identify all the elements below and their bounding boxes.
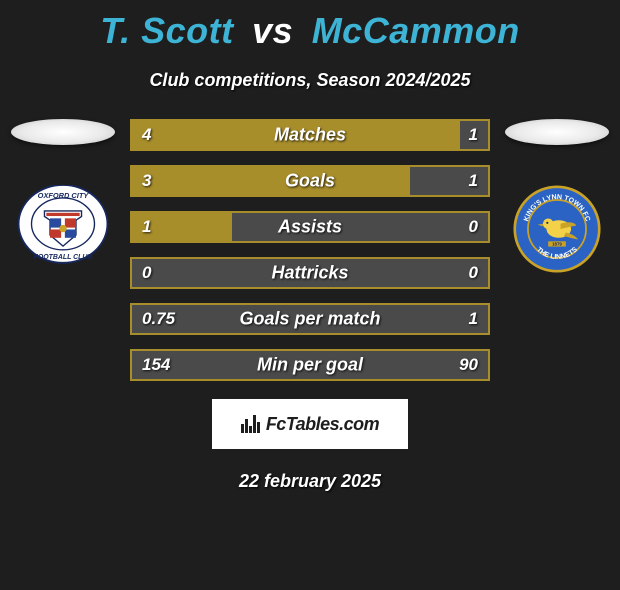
svg-text:OXFORD CITY: OXFORD CITY	[38, 191, 90, 200]
stat-label: Goals	[285, 171, 335, 192]
right-side: KING'S LYNN TOWN FC THE LINNETS 1879	[502, 119, 612, 273]
stat-row: 0.75 Goals per match 1	[130, 303, 490, 335]
stat-row: 0 Hattricks 0	[130, 257, 490, 289]
player2-photo-placeholder	[505, 119, 609, 145]
stat-right-value: 0	[469, 263, 478, 283]
stats-bars: 4 Matches 1 3 Goals 1 1 Assists 0 0 Hattricks 0 0.75…	[130, 119, 490, 381]
stat-row: 4 Matches 1	[130, 119, 490, 151]
svg-text:FOOTBALL CLUB: FOOTBALL CLUB	[34, 254, 93, 261]
stat-left-value: 1	[142, 217, 151, 237]
stat-left-value: 4	[142, 125, 151, 145]
vs-label: vs	[252, 10, 293, 51]
brand-text: FcTables.com	[266, 414, 379, 435]
stat-fill	[132, 167, 410, 195]
svg-text:1879: 1879	[552, 242, 562, 247]
player1-name: T. Scott	[100, 10, 233, 51]
subtitle: Club competitions, Season 2024/2025	[0, 70, 620, 91]
page-title: T. Scott vs McCammon	[0, 10, 620, 52]
stat-row: 1 Assists 0	[130, 211, 490, 243]
bar-chart-icon	[241, 415, 260, 433]
club-left-badge: OXFORD CITY FOOTBALL CLUB	[16, 185, 110, 273]
club-right-badge: KING'S LYNN TOWN FC THE LINNETS 1879	[510, 185, 604, 273]
stat-label: Hattricks	[271, 263, 348, 284]
brand-box: FcTables.com	[212, 399, 408, 449]
stat-label: Matches	[274, 125, 346, 146]
stat-right-value: 1	[469, 171, 478, 191]
stat-label: Goals per match	[239, 309, 380, 330]
stat-left-value: 0	[142, 263, 151, 283]
stat-label: Min per goal	[257, 355, 363, 376]
stat-right-value: 1	[469, 309, 478, 329]
stat-left-value: 0.75	[142, 309, 175, 329]
stat-right-value: 1	[469, 125, 478, 145]
stat-right-value: 0	[469, 217, 478, 237]
content-row: OXFORD CITY FOOTBALL CLUB 4 Matches 1 3 Goal…	[0, 119, 620, 381]
stat-row: 154 Min per goal 90	[130, 349, 490, 381]
stat-row: 3 Goals 1	[130, 165, 490, 197]
kings-lynn-crest-icon: KING'S LYNN TOWN FC THE LINNETS 1879	[513, 185, 601, 273]
stat-right-value: 90	[459, 355, 478, 375]
stat-label: Assists	[278, 217, 342, 238]
player2-name: McCammon	[312, 10, 520, 51]
stat-left-value: 154	[142, 355, 170, 375]
date-label: 22 february 2025	[0, 471, 620, 492]
left-side: OXFORD CITY FOOTBALL CLUB	[8, 119, 118, 273]
stat-left-value: 3	[142, 171, 151, 191]
player1-photo-placeholder	[11, 119, 115, 145]
oxford-city-crest-icon: OXFORD CITY FOOTBALL CLUB	[16, 185, 110, 273]
